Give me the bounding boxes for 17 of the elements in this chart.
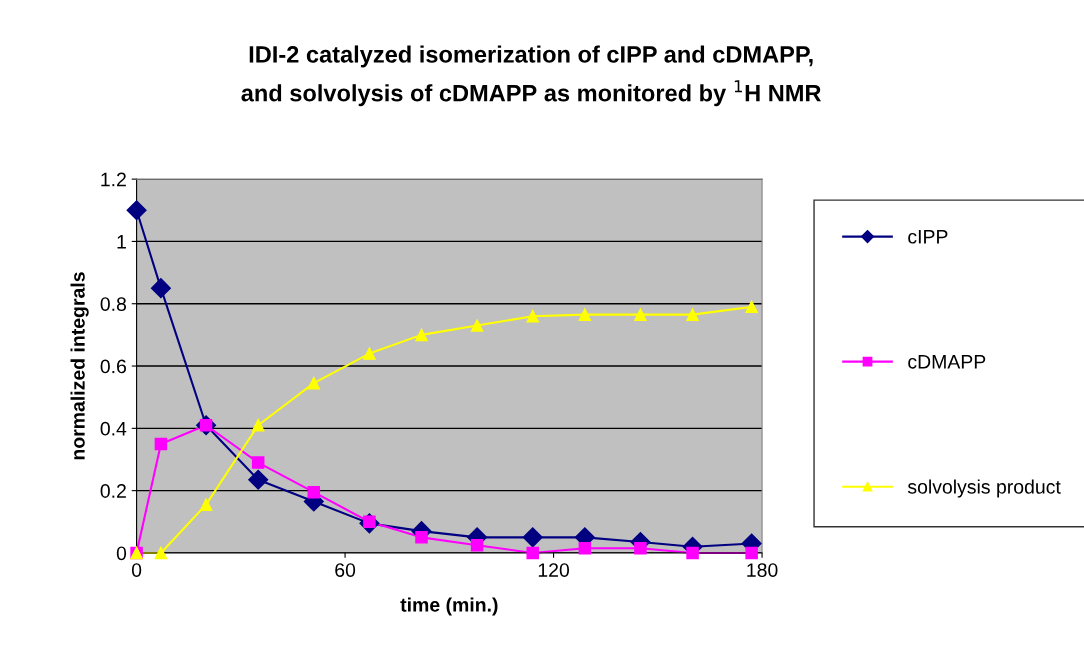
legend-label: solvolysis product	[907, 479, 1061, 498]
x-tick-label: 0	[131, 563, 142, 577]
y-tick-label: 0.2	[100, 484, 126, 498]
x-tick-label: 120	[538, 563, 570, 577]
y-tick-label: 0.6	[100, 359, 127, 374]
y-tick-label: 0.8	[100, 297, 127, 311]
y-tick-label: 1	[117, 235, 126, 249]
y-axis-title: normalized integrals	[70, 272, 89, 460]
y-tick-label: 1.2	[101, 172, 126, 187]
legend-label: cDMAPP	[908, 355, 986, 369]
x-tick-label: 180	[747, 563, 778, 577]
chart-title: IDI-2 catalyzed isomerization of cIPP and cDMAPP, and solvolysis of cDMAPP as monitored by $^{1}$H NMR	[241, 45, 822, 107]
y-tick-label: 0	[116, 546, 127, 561]
x-tick-label: 60	[335, 563, 356, 577]
x-axis-title: time (min.)	[400, 597, 498, 616]
legend-label: cIPP	[908, 230, 948, 244]
y-tick-label: 0.4	[100, 421, 127, 436]
